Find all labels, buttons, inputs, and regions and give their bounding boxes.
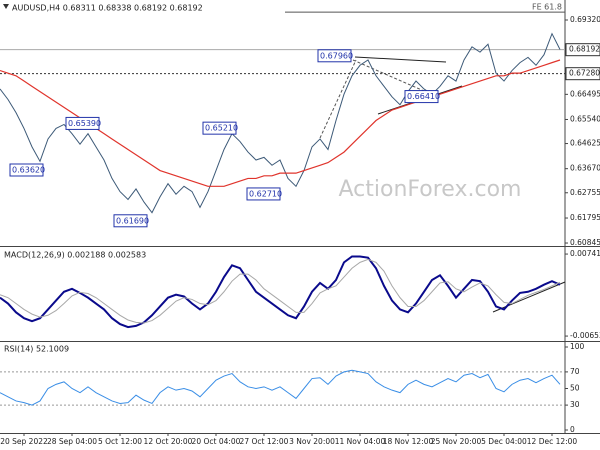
x-tick-label: 12 Dec 12:00 [527, 437, 578, 446]
x-tick-label: 20 Sep 2022 [0, 437, 48, 446]
annotation-label: 0.62710 [249, 189, 282, 198]
dashed-line [352, 59, 441, 99]
annotation-label: 0.65390 [68, 119, 101, 128]
annotation-label: 0.67960 [320, 51, 353, 60]
annotation-box [113, 214, 148, 228]
annotation-label: 0.66410 [407, 92, 440, 101]
x-tick-label: 25 Nov 20:00 [431, 437, 482, 446]
y-tick-label: 100 [570, 342, 585, 351]
x-tick-label: 18 Nov 12:00 [383, 437, 434, 446]
pane-title: RSI(14) 52.1009 [4, 345, 69, 354]
x-tick-label: 11 Nov 04:00 [335, 437, 386, 446]
fe-label: FE 61.8 [532, 3, 562, 12]
annotation-label: 0.63620 [12, 166, 45, 175]
y-tick-label: 0.62755 [570, 188, 600, 197]
y-tick-label: 0.61795 [570, 213, 600, 222]
series-line [0, 255, 561, 329]
annotation-label: 0.61690 [116, 216, 149, 225]
x-tick-label: 12 Oct 20:00 [144, 437, 193, 446]
price-marker-label: 0.67280 [569, 69, 600, 78]
y-tick-label: 0 [570, 425, 575, 434]
y-tick-label: 0.65540 [570, 114, 600, 123]
annotation-box [202, 121, 237, 135]
x-tick-label: 5 Oct 12:00 [98, 437, 142, 446]
y-tick-label: 30 [570, 400, 580, 409]
price-marker-label: 0.68192 [569, 45, 600, 54]
y-tick-label: 0.69320 [570, 15, 600, 24]
y-tick-label: 0.007411 [570, 249, 600, 258]
y-tick-label: 70 [570, 367, 580, 376]
watermark: ActionForex.com [339, 177, 522, 202]
y-tick-label: 0.66495 [570, 89, 600, 98]
dropdown-icon [3, 4, 9, 9]
triangle-upper [354, 56, 447, 63]
series-line [0, 369, 561, 406]
x-tick-label: 28 Sep 04:00 [47, 437, 97, 446]
annotation-box [317, 49, 352, 63]
annotation-label: 0.65210 [205, 124, 238, 133]
y-tick-label: -0.006532 [570, 331, 600, 340]
annotation-box [9, 163, 44, 177]
x-tick-label: 27 Oct 12:00 [240, 437, 289, 446]
y-tick-label: 0.60845 [570, 238, 600, 247]
x-tick-label: 20 Oct 04:00 [192, 437, 241, 446]
pane-title: AUDUSD,H4 0.68311 0.68338 0.68192 0.6819… [12, 4, 203, 13]
x-tick-label: 3 Nov 20:00 [289, 437, 335, 446]
series-line [0, 258, 561, 324]
y-tick-label: 50 [570, 384, 580, 393]
y-tick-label: 0.64625 [570, 139, 600, 148]
x-tick-label: 5 Dec 04:00 [481, 437, 527, 446]
series-line [0, 32, 561, 214]
dashed-line [319, 59, 357, 139]
price-marker-box [565, 67, 600, 81]
annotation-box [65, 116, 100, 130]
annotation-box [404, 90, 439, 104]
annotation-box [246, 187, 281, 201]
price-marker-box [565, 43, 600, 57]
y-tick-label: 0.63670 [570, 164, 600, 173]
pane-title: MACD(12,26,9) 0.002188 0.002583 [4, 251, 146, 260]
